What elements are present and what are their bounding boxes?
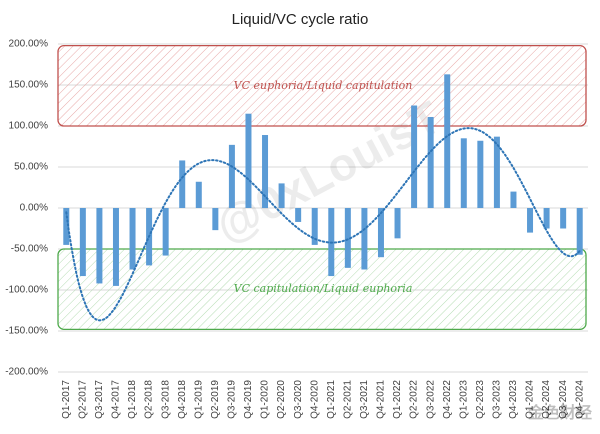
x-tick-label: Q3-2023 xyxy=(492,380,503,419)
bar xyxy=(262,135,269,208)
x-tick-label: Q2-2021 xyxy=(342,380,353,419)
bar xyxy=(543,208,550,229)
x-tick-label: Q4-2020 xyxy=(309,380,320,419)
x-tick-label: Q1-2018 xyxy=(127,380,138,419)
region-label: VC capitulation/Liquid euphoria xyxy=(234,282,413,295)
y-tick-label: -200.00% xyxy=(5,367,48,378)
y-tick-label: 200.00% xyxy=(9,39,49,50)
x-tick-label: Q3-2021 xyxy=(359,380,370,419)
x-tick-label: Q3-2018 xyxy=(160,380,171,419)
bar xyxy=(195,181,202,208)
x-tick-label: Q4-2023 xyxy=(508,380,519,419)
y-tick-label: -150.00% xyxy=(5,326,48,337)
x-tick-label: Q4-2019 xyxy=(243,380,254,419)
logo: 金色财经 xyxy=(527,403,592,422)
x-tick-label: Q1-2021 xyxy=(326,380,337,419)
bar xyxy=(311,208,318,245)
bar xyxy=(510,191,517,208)
x-tick-label: Q4-2021 xyxy=(376,380,387,419)
bar xyxy=(427,116,434,208)
bar xyxy=(162,208,169,256)
x-tick-label: Q3-2019 xyxy=(227,380,238,419)
trendline xyxy=(65,127,581,322)
bar xyxy=(212,208,219,231)
x-tick-label: Q1-2017 xyxy=(61,380,72,419)
x-tick-label: Q1-2019 xyxy=(193,380,204,419)
x-tick-label: Q2-2017 xyxy=(77,380,88,419)
x-tick-label: Q2-2024 xyxy=(541,380,552,419)
x-tick-label: Q1-2024 xyxy=(525,380,536,419)
bar xyxy=(179,160,186,208)
region-label: VC euphoria/Liquid capitulation xyxy=(234,79,413,92)
x-tick-label: Q2-2018 xyxy=(144,380,155,419)
bar xyxy=(344,208,351,268)
x-tick-label: Q4-2018 xyxy=(177,380,188,419)
x-tick-label: Q2-2023 xyxy=(475,380,486,419)
bar xyxy=(245,113,252,208)
x-tick-label: Q2-2019 xyxy=(210,380,221,419)
bar xyxy=(477,140,484,208)
y-tick-label: -50.00% xyxy=(11,244,48,255)
region xyxy=(57,44,587,127)
bar xyxy=(112,208,119,286)
bar xyxy=(460,138,467,208)
bar xyxy=(411,105,418,208)
x-tick-label: Q3-2022 xyxy=(425,380,436,419)
bar xyxy=(361,208,368,270)
bar xyxy=(527,208,534,233)
bar xyxy=(295,208,302,222)
y-tick-label: 100.00% xyxy=(9,121,49,132)
x-tick-label: Q1-2022 xyxy=(392,380,403,419)
x-tick-label: Q3-2017 xyxy=(94,380,105,419)
bar xyxy=(377,208,384,258)
x-tick-label: Q4-2024 xyxy=(574,380,585,419)
x-tick-label: Q1-2020 xyxy=(260,380,271,419)
y-tick-label: 150.00% xyxy=(9,80,49,91)
y-tick-label: 0.00% xyxy=(20,203,48,214)
x-tick-label: Q2-2020 xyxy=(276,380,287,419)
bar xyxy=(79,208,86,277)
bar xyxy=(228,144,235,208)
bar xyxy=(560,208,567,229)
bar xyxy=(444,74,451,208)
x-tick-label: Q3-2020 xyxy=(293,380,304,419)
bar xyxy=(394,208,401,239)
y-tick-label: -100.00% xyxy=(5,285,48,296)
bar xyxy=(576,208,583,255)
bar xyxy=(278,183,285,208)
x-tick-label: Q4-2017 xyxy=(111,380,122,419)
bar xyxy=(129,208,136,270)
region xyxy=(57,248,587,331)
bar xyxy=(493,136,500,208)
bar xyxy=(96,208,103,284)
x-tick-label: Q4-2022 xyxy=(442,380,453,419)
chart-title: Liquid/VC cycle ratio xyxy=(232,11,369,28)
bar xyxy=(63,208,70,245)
y-tick-label: 50.00% xyxy=(14,162,48,173)
x-tick-label: Q2-2022 xyxy=(409,380,420,419)
x-tick-label: Q1-2023 xyxy=(458,380,469,419)
x-tick-label: Q3-2024 xyxy=(558,380,569,419)
